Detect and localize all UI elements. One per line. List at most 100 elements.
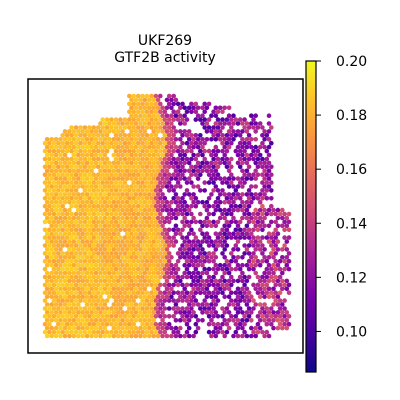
spot bbox=[162, 117, 168, 122]
spot bbox=[100, 188, 105, 193]
spot bbox=[222, 207, 227, 213]
spot bbox=[246, 219, 252, 225]
spot bbox=[226, 223, 232, 229]
spot bbox=[211, 258, 216, 264]
spot bbox=[286, 282, 292, 288]
spot bbox=[69, 251, 74, 256]
spot bbox=[98, 270, 103, 276]
spot bbox=[84, 262, 90, 268]
spot bbox=[62, 262, 68, 268]
spot bbox=[253, 302, 258, 307]
spot bbox=[71, 152, 77, 158]
spot bbox=[89, 207, 94, 213]
spot bbox=[153, 188, 159, 193]
spot bbox=[113, 125, 119, 130]
spot bbox=[240, 325, 245, 331]
spot bbox=[202, 117, 207, 122]
spot bbox=[180, 227, 185, 233]
spot bbox=[262, 310, 267, 315]
spot bbox=[51, 314, 57, 319]
spot bbox=[244, 176, 250, 181]
spot bbox=[62, 286, 68, 292]
spot bbox=[84, 270, 90, 276]
spot bbox=[58, 152, 63, 158]
spot bbox=[231, 199, 236, 205]
spot bbox=[80, 199, 85, 205]
spot bbox=[149, 125, 154, 130]
spot bbox=[166, 133, 172, 138]
spot bbox=[189, 164, 194, 170]
spot bbox=[286, 314, 292, 319]
spot bbox=[264, 290, 270, 296]
spot bbox=[53, 270, 59, 276]
spot bbox=[147, 121, 152, 126]
spot bbox=[111, 247, 117, 252]
spot bbox=[251, 258, 256, 264]
spot bbox=[246, 227, 252, 233]
spot bbox=[195, 302, 201, 307]
spot bbox=[255, 235, 261, 240]
spot bbox=[164, 176, 170, 181]
spot bbox=[89, 247, 94, 252]
spot bbox=[98, 325, 103, 331]
spot bbox=[120, 192, 125, 197]
spot bbox=[76, 207, 81, 213]
spot bbox=[102, 247, 108, 252]
spot bbox=[220, 290, 225, 296]
spot bbox=[69, 203, 74, 209]
spot bbox=[104, 148, 110, 154]
spot bbox=[67, 254, 72, 260]
spot bbox=[127, 140, 132, 146]
spot bbox=[255, 156, 261, 162]
spot bbox=[171, 235, 176, 240]
spot bbox=[151, 286, 156, 292]
spot bbox=[87, 329, 92, 335]
spot bbox=[235, 325, 241, 331]
spot bbox=[107, 137, 112, 142]
spot bbox=[222, 105, 227, 111]
spot bbox=[193, 258, 199, 264]
spot bbox=[184, 156, 190, 162]
spot bbox=[71, 270, 77, 276]
spot bbox=[122, 203, 128, 209]
spot bbox=[138, 168, 143, 174]
spot bbox=[253, 333, 258, 339]
spot bbox=[87, 251, 92, 256]
spot bbox=[191, 278, 196, 284]
spot bbox=[149, 180, 154, 185]
spot bbox=[140, 101, 145, 107]
spot bbox=[149, 211, 154, 217]
spot bbox=[82, 219, 88, 225]
spot bbox=[58, 325, 63, 331]
spot bbox=[182, 294, 187, 300]
spot bbox=[269, 172, 274, 177]
spot bbox=[237, 219, 243, 225]
spot bbox=[127, 321, 132, 327]
spot bbox=[84, 254, 90, 260]
spot bbox=[262, 160, 267, 166]
spot bbox=[209, 310, 214, 315]
spot bbox=[151, 262, 156, 268]
spot bbox=[151, 215, 156, 221]
spot bbox=[151, 184, 156, 189]
spot bbox=[244, 262, 250, 268]
spot bbox=[266, 121, 272, 126]
spot bbox=[60, 203, 65, 209]
spot bbox=[229, 196, 234, 201]
spot bbox=[67, 160, 72, 166]
spot bbox=[62, 207, 68, 213]
spot bbox=[118, 125, 123, 130]
spot bbox=[158, 235, 163, 240]
spot bbox=[82, 258, 88, 264]
spot bbox=[151, 333, 156, 339]
spot bbox=[118, 266, 123, 272]
spot bbox=[213, 129, 219, 134]
spot bbox=[158, 101, 163, 107]
spot bbox=[127, 243, 132, 248]
spot bbox=[60, 290, 65, 296]
spot bbox=[175, 101, 181, 107]
spot bbox=[169, 97, 174, 103]
spot bbox=[118, 282, 123, 288]
spot bbox=[91, 306, 97, 311]
spot bbox=[62, 129, 68, 134]
